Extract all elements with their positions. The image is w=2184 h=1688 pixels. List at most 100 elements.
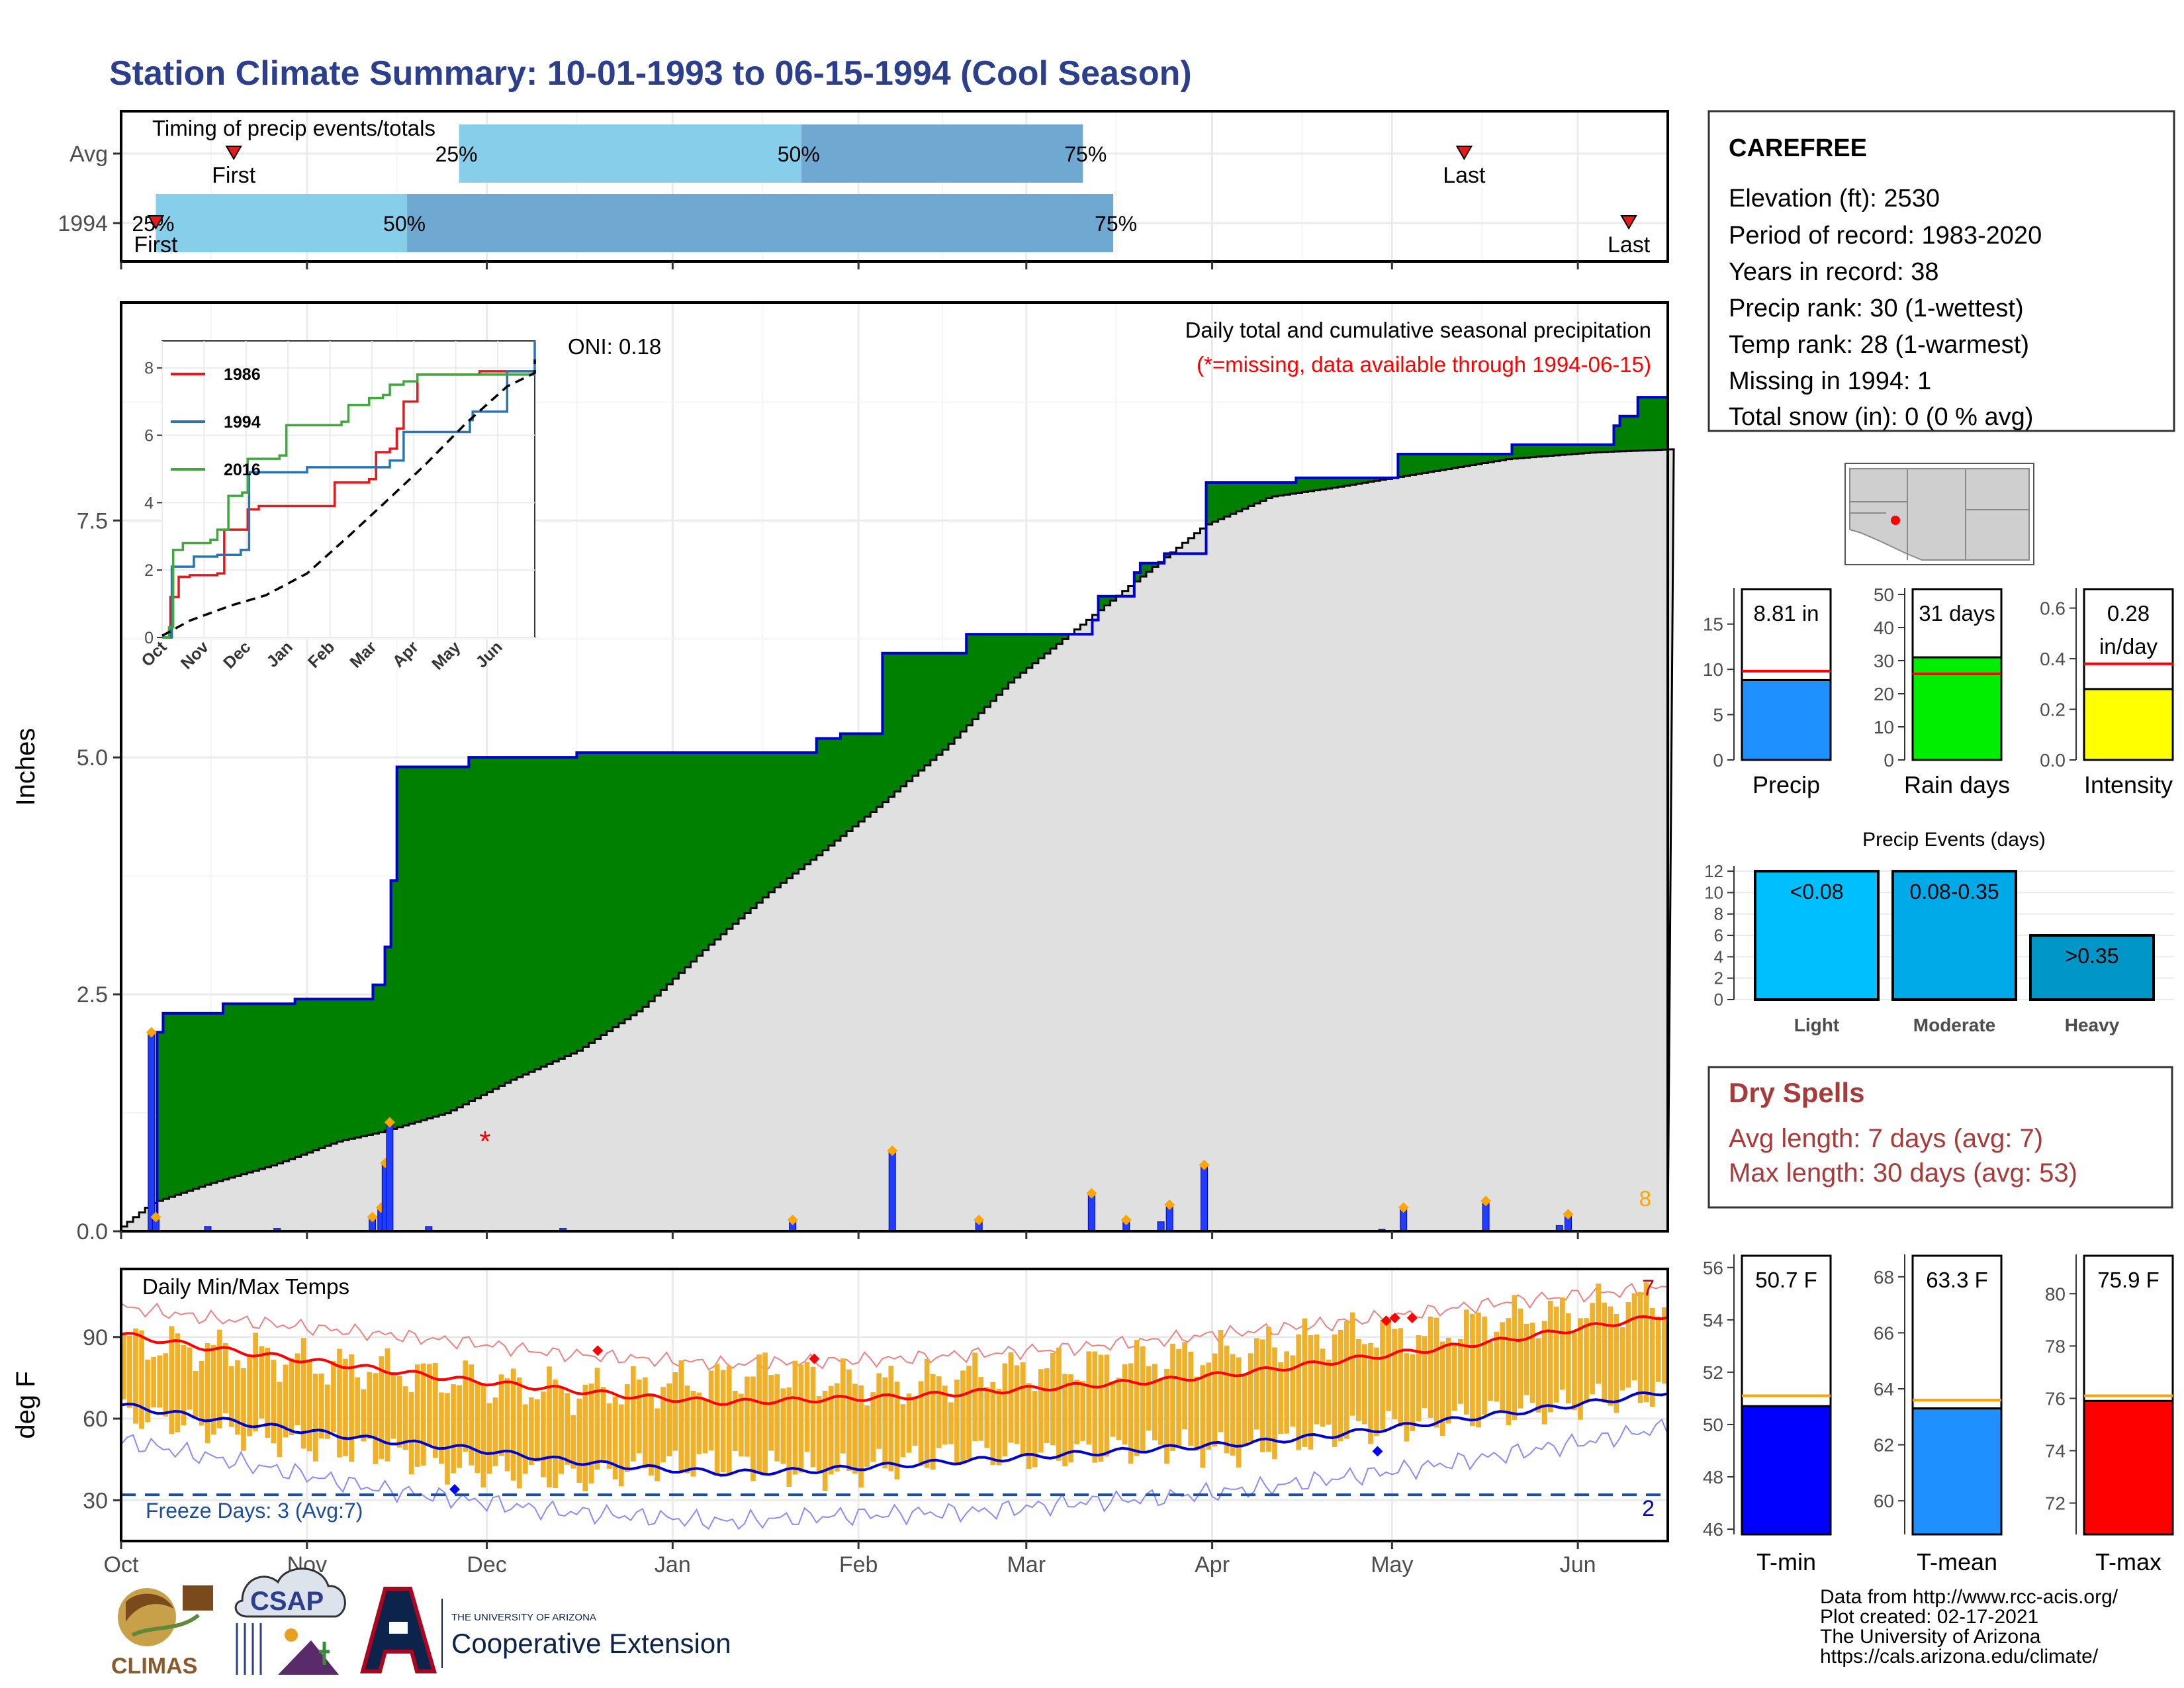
climas-logo-text: CLIMAS xyxy=(111,1654,197,1679)
daily-temp-bar xyxy=(139,1330,144,1429)
daily-temp-bar xyxy=(1248,1353,1253,1442)
daily-temp-bar xyxy=(1260,1339,1265,1452)
timing-q25-q50-bar xyxy=(156,194,408,252)
record-high-marker xyxy=(1389,1312,1400,1323)
surplus-area xyxy=(414,767,422,1122)
surplus-area xyxy=(1410,454,1417,475)
surplus-area xyxy=(984,634,991,708)
daily-temp-bar xyxy=(840,1358,846,1454)
summary-ytick-label: 0.4 xyxy=(2040,649,2066,669)
daily-temp-bar xyxy=(265,1347,271,1438)
surplus-area xyxy=(1032,634,1039,663)
daily-temp-bar xyxy=(1625,1302,1631,1388)
daily-temp-bar xyxy=(1338,1329,1343,1442)
surplus-area xyxy=(1445,454,1453,469)
summary-bar-outline xyxy=(2083,1254,2174,1402)
daily-precip-bar xyxy=(148,1031,156,1232)
daily-temp-bar xyxy=(876,1373,882,1449)
daily-temp-bar xyxy=(655,1408,660,1481)
events-bar-label: >0.35 xyxy=(2066,944,2119,968)
daily-temp-bar xyxy=(1470,1313,1475,1427)
surplus-area xyxy=(1608,444,1615,452)
summary-ytick-label: 76 xyxy=(2045,1388,2066,1409)
daily-temp-bar xyxy=(894,1382,900,1479)
daily-temp-bar xyxy=(966,1366,972,1459)
surplus-area xyxy=(600,753,608,1035)
daily-temp-bar xyxy=(535,1399,540,1462)
daily-temp-bar xyxy=(1134,1340,1140,1456)
summary-ytick-label: 46 xyxy=(1703,1519,1723,1540)
surplus-area xyxy=(1433,454,1441,471)
surplus-area xyxy=(1457,454,1465,467)
daily-temp-bar xyxy=(600,1387,606,1460)
surplus-area xyxy=(1110,596,1117,601)
daily-temp-bar xyxy=(1619,1327,1625,1391)
month-label: Oct xyxy=(104,1552,139,1577)
surplus-area xyxy=(1062,634,1069,639)
month-label: Feb xyxy=(839,1552,878,1577)
surplus-area xyxy=(510,757,518,1080)
daily-temp-bar xyxy=(528,1397,534,1466)
surplus-area xyxy=(1206,483,1213,525)
surplus-area xyxy=(1314,477,1321,491)
daily-temp-bar xyxy=(133,1328,138,1424)
daily-temp-bar xyxy=(510,1368,516,1481)
surplus-area xyxy=(756,753,763,903)
daily-temp-bar xyxy=(720,1370,726,1473)
station-elevation: Elevation (ft): 2530 xyxy=(1729,185,1940,212)
daily-temp-bar xyxy=(637,1380,642,1454)
events-ytick-label: 10 xyxy=(1704,882,1723,902)
daily-temp-bar xyxy=(1608,1306,1614,1406)
surplus-area xyxy=(1566,444,1572,455)
surplus-area xyxy=(547,757,553,1064)
daily-temp-bar xyxy=(547,1366,552,1487)
summary-name-label: T-mean xyxy=(1917,1548,1997,1575)
daily-temp-bar xyxy=(930,1374,936,1470)
surplus-area xyxy=(780,753,788,883)
avg-cumulative-area xyxy=(120,448,1675,1233)
daily-temp-bar xyxy=(1553,1306,1559,1403)
surplus-area xyxy=(666,753,673,984)
summary-ytick-label: 10 xyxy=(1874,717,1894,737)
timing-plot-border xyxy=(120,110,1669,263)
daily-temp-bar xyxy=(1044,1368,1050,1443)
record-high-marker xyxy=(1406,1312,1418,1323)
record-high-marker xyxy=(1381,1315,1392,1327)
daily-temp-bar xyxy=(1188,1351,1194,1446)
daily-temp-bar xyxy=(1655,1316,1661,1382)
daily-temp-bar xyxy=(541,1391,546,1477)
daily-temp-bar xyxy=(480,1383,486,1487)
daily-temp-bar xyxy=(1122,1364,1128,1445)
csap-logo-text: CSAP xyxy=(250,1587,324,1616)
surplus-area xyxy=(379,984,386,1133)
precip-ytick-label: 0.0 xyxy=(77,1219,108,1244)
summary-bar-outline xyxy=(2083,588,2174,690)
surplus-area xyxy=(1272,483,1279,496)
surplus-area xyxy=(1248,483,1255,506)
surplus-area xyxy=(420,767,428,1121)
daily-temp-bar xyxy=(678,1360,684,1471)
daily-temp-bar xyxy=(745,1376,750,1457)
summary-bar-outline xyxy=(1741,1254,1832,1407)
daily-temp-bar xyxy=(858,1385,864,1488)
daily-temp-bar xyxy=(1386,1317,1391,1411)
summary-value-label: 31 days xyxy=(1919,601,1995,626)
summary-ytick-label: 66 xyxy=(1874,1323,1894,1343)
surplus-area xyxy=(312,999,320,1150)
daily-temp-bar xyxy=(978,1377,984,1441)
daily-temp-bar xyxy=(1506,1318,1512,1425)
station-info-box: CAREFREE Elevation (ft): 2530 Period of … xyxy=(1707,110,2175,432)
summary-value-bar xyxy=(2083,1399,2174,1536)
daily-temp-bar xyxy=(402,1386,408,1450)
daily-precip-marker xyxy=(887,1145,898,1156)
credit-line: Data from http://www.rcc-acis.org/ xyxy=(1820,1586,2118,1608)
daily-temp-bar xyxy=(445,1393,450,1485)
summary-value-bar xyxy=(1741,1405,1832,1536)
freeze-days-label: Freeze Days: 3 (Avg:7) xyxy=(146,1499,363,1523)
daily-temp-bar xyxy=(451,1384,456,1474)
daily-temp-bar xyxy=(157,1355,163,1408)
surplus-area xyxy=(516,757,523,1078)
surplus-area xyxy=(367,999,374,1135)
daily-temp-bar xyxy=(1559,1297,1565,1390)
